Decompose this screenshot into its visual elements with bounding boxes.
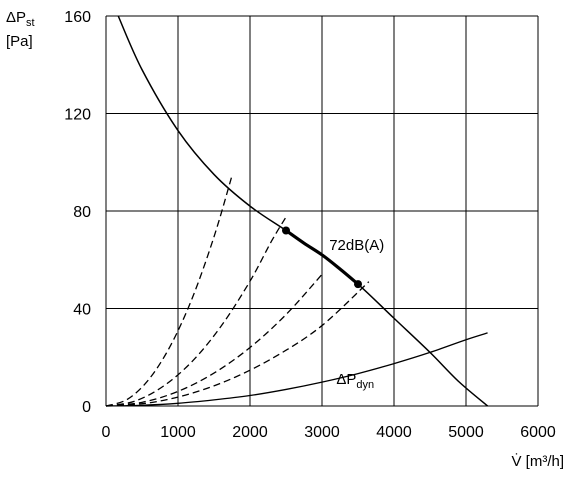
system-curve-2 xyxy=(105,216,287,407)
system-curve-3 xyxy=(105,273,323,407)
operating-point xyxy=(282,226,290,235)
dynamic-pressure-label: ΔPdyn xyxy=(336,371,374,391)
y-tick-label: 160 xyxy=(64,9,91,26)
plot-curves xyxy=(105,15,489,407)
annotation-72dba: 72dB(A) xyxy=(329,237,384,254)
noise-segment-72dba xyxy=(284,228,360,286)
tick-labels: 0 1000 2000 3000 4000 5000 6000 0 40 80 120 160 xyxy=(64,9,556,441)
y-tick-label: 40 xyxy=(73,302,91,319)
y-tick-label: 120 xyxy=(64,107,91,124)
y-tick-label: 80 xyxy=(73,204,91,221)
grid xyxy=(105,15,539,407)
x-tick-label: 6000 xyxy=(520,424,556,441)
x-tick-label: 2000 xyxy=(232,424,268,441)
operating-point xyxy=(354,280,362,289)
x-tick-label: 3000 xyxy=(304,424,340,441)
y-tick-label: 0 xyxy=(82,399,91,416)
y-axis-unit: [Pa] xyxy=(6,33,33,50)
x-tick-label: 5000 xyxy=(448,424,484,441)
system-curve-4 xyxy=(105,281,370,407)
system-curve-1 xyxy=(105,175,233,407)
x-tick-label: 1000 xyxy=(160,424,196,441)
y-axis-label: ΔPst xyxy=(6,9,35,29)
x-tick-label: 0 xyxy=(102,424,111,441)
x-axis-label: V̇ [m³/h] xyxy=(511,453,564,470)
x-tick-label: 4000 xyxy=(376,424,412,441)
dynamic-pressure-curve xyxy=(105,332,488,407)
